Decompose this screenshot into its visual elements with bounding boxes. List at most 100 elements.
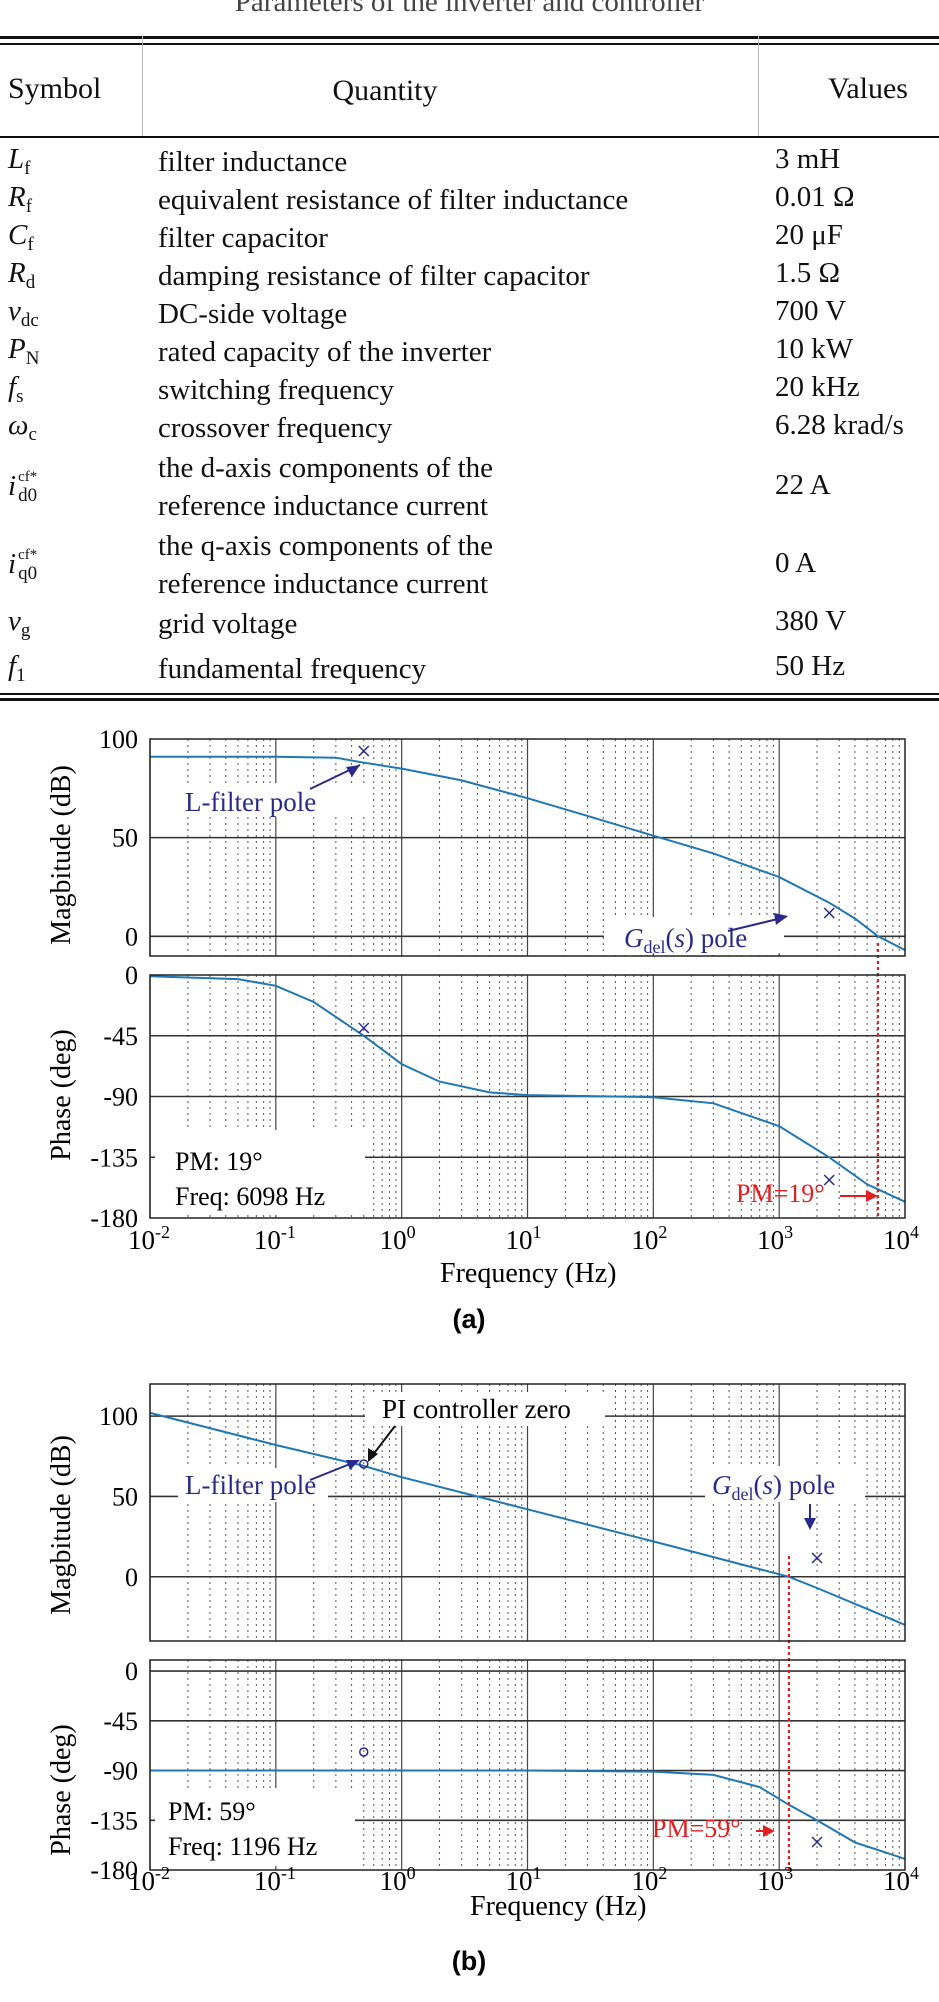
cell-quantity: the q-axis components of the reference i… [158, 530, 494, 600]
bottom-rule-1 [0, 693, 939, 695]
a-pole-marker [823, 907, 835, 919]
b-pole-marker [811, 1836, 823, 1848]
cell-value: 10 kW [775, 333, 854, 365]
cell-value: 3 mH [775, 143, 841, 175]
panel-label-a: (a) [453, 1304, 486, 1334]
b-freq-label: Freq: 1196 Hz [168, 1832, 317, 1861]
panel-label-b: (b) [452, 1946, 486, 1976]
a-x-tick-label: 100 [380, 1222, 416, 1255]
a-phase-ylabel: Phase (deg) [46, 1029, 77, 1160]
grid-a [149, 739, 905, 1218]
b-pm-arrowhead [763, 1825, 775, 1837]
cell-value: 6.28 krad/s [775, 409, 904, 441]
cell-quantity: filter capacitor [158, 222, 328, 254]
parameter-table: Parameters of the inverter and controlle… [0, 0, 939, 701]
a-xlabel: Frequency (Hz) [440, 1258, 616, 1289]
a-pole-marker [358, 1022, 370, 1034]
header-symbol: Symbol [8, 72, 102, 105]
cell-quantity: the d-axis components of the reference i… [158, 452, 494, 522]
a-pole-marker [358, 745, 370, 757]
b-xlabel: Frequency (Hz) [470, 1891, 646, 1922]
b-pole-marker [811, 1552, 823, 1564]
b-magnitude-frame [149, 1383, 906, 1642]
a-phase-tick-label: 0 [125, 961, 138, 990]
a-magnitude-tick-label: 100 [99, 725, 138, 754]
b-phase-curve [150, 1769, 906, 1860]
a-pm-marker: PM=19° [736, 1179, 825, 1208]
a-freq-label: Freq: 6098 Hz [175, 1182, 325, 1211]
b-lfilter-arrowhead [346, 1460, 360, 1470]
a-x-tick-label: 10-1 [254, 1222, 296, 1255]
cell-quantity: equivalent resistance of filter inductan… [158, 184, 629, 216]
cell-quantity: rated capacity of the inverter [158, 336, 492, 368]
cell-symbol: ωc [8, 409, 37, 445]
b-zero-marker [359, 1459, 369, 1469]
b-gdel-label: Gdel(s) pole [712, 1470, 835, 1504]
cell-quantity: grid voltage [158, 608, 298, 640]
cell-quantity: filter inductance [158, 146, 348, 178]
cell-symbol: Lf [8, 143, 31, 179]
b-pi-arrow [371, 1425, 396, 1457]
b-pm-label: PM: 59° [168, 1797, 256, 1826]
a-gdel-arrowhead [774, 913, 788, 925]
bottom-rule-2 [0, 698, 939, 701]
cell-value: 1.5 Ω [775, 257, 841, 289]
a-magnitude-curve [150, 755, 906, 951]
cell-quantity: crossover frequency [158, 412, 393, 444]
a-lfilter-label: L-filter pole [185, 787, 316, 817]
cell-symbol: vg [8, 605, 31, 641]
b-zero-marker [359, 1747, 369, 1757]
a-gdel-label: Gdel(s) pole [624, 923, 747, 957]
cell-symbol: PN [8, 333, 40, 369]
b-pi-label: PI controller zero [382, 1394, 571, 1424]
b-phase-tick-label: -135 [90, 1806, 138, 1835]
b-phase-tick-label: 0 [125, 1657, 138, 1686]
cell-quantity: DC-side voltage [158, 298, 348, 330]
cell-symbol: Rd [8, 257, 36, 293]
cell-quantity: fundamental frequency [158, 653, 427, 685]
cell-symbol: fs [8, 371, 24, 407]
b-lfilter-arrow [309, 1461, 356, 1481]
cell-quantity: switching frequency [158, 374, 394, 406]
b-lfilter-label: L-filter pole [185, 1470, 316, 1500]
col-sep-1 [142, 36, 143, 136]
cell-symbol: Rf [8, 181, 33, 217]
b-phase-tick-label: -90 [103, 1757, 138, 1786]
cell-value: 0.01 Ω [775, 181, 855, 213]
b-x-tick-label: 102 [631, 1863, 667, 1896]
b-pi-arrowhead [368, 1448, 378, 1462]
a-phase-tick-label: -135 [90, 1143, 138, 1172]
a-x-tick-label: 104 [883, 1222, 919, 1255]
a-pole-marker [823, 1174, 835, 1186]
cell-value: 22 A [775, 469, 831, 501]
a-x-tick-label: 103 [757, 1222, 793, 1255]
b-magnitude-tick-label: 50 [112, 1482, 138, 1511]
cell-value: 20 μF [775, 219, 843, 251]
top-rule-2 [0, 43, 939, 45]
cell-value: 50 Hz [775, 650, 846, 682]
a-pm-label: PM: 19° [175, 1147, 263, 1176]
b-x-tick-label: 10-2 [128, 1863, 170, 1896]
b-magnitude-tick-label: 100 [99, 1402, 138, 1431]
b-phase-tick-label: -180 [90, 1856, 138, 1885]
a-x-tick-label: 101 [506, 1222, 542, 1255]
cell-symbol: vdc [8, 295, 39, 331]
b-phase-ylabel: Phase (deg) [46, 1724, 77, 1855]
header-rule [0, 136, 939, 138]
cell-symbol: f1 [8, 650, 26, 686]
a-magnitude-frame [149, 738, 906, 957]
a-lfilter-arrowhead [346, 765, 360, 777]
cell-value: 700 V [775, 295, 847, 327]
cell-symbol: i cf*d0 [8, 469, 38, 506]
table-caption: Parameters of the inverter and controlle… [234, 0, 705, 18]
a-phase-curve [149, 975, 906, 1203]
cell-quantity: damping resistance of filter capacitor [158, 260, 590, 292]
a-pm-arrowhead [866, 1190, 878, 1202]
b-x-tick-label: 101 [506, 1863, 542, 1896]
cell-symbol: i cf*q0 [8, 547, 38, 584]
header-values: Values [828, 72, 908, 105]
